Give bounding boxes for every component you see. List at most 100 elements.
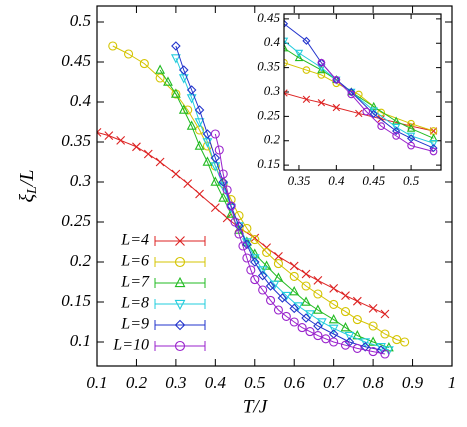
- marker: [284, 43, 289, 52]
- marker: [305, 310, 315, 320]
- legend-label: L=10: [112, 337, 149, 354]
- y-tick-label: 0.25: [61, 211, 91, 230]
- marker: [355, 109, 363, 118]
- marker: [218, 169, 228, 179]
- marker: [360, 338, 371, 348]
- marker: [391, 123, 401, 132]
- marker: [230, 217, 240, 227]
- marker: [234, 229, 244, 239]
- marker: [195, 189, 204, 199]
- marker: [289, 303, 299, 314]
- marker: [407, 119, 415, 128]
- marker: [262, 243, 271, 252]
- y-tick-label: 0.1: [70, 331, 91, 350]
- marker: [174, 340, 186, 352]
- marker: [124, 49, 134, 59]
- x-tick-label: 0.2: [126, 373, 148, 392]
- y-tick-label: 0.3: [264, 83, 281, 98]
- marker: [352, 315, 362, 325]
- marker: [226, 201, 236, 211]
- legend: L=4 L=6 L=7 L=8 L=9 L=10: [112, 232, 206, 354]
- marker: [210, 176, 221, 186]
- marker: [289, 317, 299, 327]
- marker: [368, 321, 378, 331]
- marker: [329, 299, 339, 309]
- y-tick-label: 0.15: [257, 156, 280, 171]
- marker: [281, 311, 291, 321]
- marker: [301, 269, 311, 279]
- marker: [242, 253, 252, 263]
- marker: [289, 286, 300, 296]
- marker: [380, 349, 390, 359]
- marker: [202, 138, 213, 148]
- marker: [344, 331, 355, 342]
- series-line: [284, 23, 434, 149]
- marker: [218, 192, 229, 202]
- x-tick-label: 0.6: [284, 373, 306, 392]
- marker: [116, 136, 126, 145]
- marker: [328, 324, 339, 334]
- marker: [155, 157, 165, 167]
- marker: [265, 281, 276, 291]
- marker: [406, 123, 416, 132]
- plot-frame: [284, 14, 441, 170]
- x-tick-label: 0.7: [323, 373, 346, 392]
- marker: [178, 74, 189, 84]
- marker: [269, 280, 280, 290]
- marker: [257, 266, 268, 276]
- marker: [301, 281, 311, 291]
- x-tick-label: 0.5: [403, 173, 420, 188]
- marker: [400, 337, 410, 347]
- marker: [391, 116, 401, 125]
- y-tick-label: 0.45: [257, 10, 280, 25]
- marker: [317, 58, 326, 67]
- marker: [284, 37, 289, 46]
- marker: [214, 145, 224, 155]
- marker: [313, 276, 323, 285]
- legend-label: L=7: [120, 274, 150, 291]
- marker: [392, 335, 402, 345]
- x-tick-label: 0.9: [402, 373, 424, 392]
- marker: [218, 177, 228, 187]
- marker: [108, 41, 118, 51]
- marker: [368, 304, 378, 313]
- series-line: [284, 92, 434, 132]
- marker: [341, 291, 350, 300]
- plot-border: [283, 13, 442, 171]
- marker: [186, 85, 197, 95]
- marker: [186, 120, 197, 130]
- marker: [407, 134, 416, 143]
- marker: [297, 323, 307, 333]
- y-label-symbol: ξ: [16, 194, 38, 203]
- y-label-rest: /L: [16, 169, 38, 187]
- x-tick-label: 0.4: [328, 173, 345, 188]
- marker: [313, 289, 323, 299]
- marker: [380, 329, 390, 339]
- marker: [317, 64, 326, 73]
- marker: [186, 94, 197, 104]
- x-tick-label: 0.1: [86, 373, 107, 392]
- marker: [284, 89, 288, 97]
- marker: [289, 271, 299, 281]
- marker: [321, 334, 331, 344]
- x-tick-label: 0.3: [165, 373, 186, 392]
- y-axis-label: ξL/L: [16, 169, 41, 202]
- marker: [360, 342, 370, 352]
- marker: [174, 256, 186, 268]
- marker: [302, 66, 311, 74]
- marker: [352, 343, 362, 353]
- marker: [257, 270, 268, 281]
- inset-plot: 0.35 0.4 0.45 0.5 0.15 0.2 0.25 0.3 0.35 0.4 0.45: [257, 10, 442, 188]
- plot-data: [284, 19, 438, 156]
- marker: [305, 327, 315, 337]
- series-line: [214, 133, 386, 355]
- marker: [273, 259, 283, 269]
- legend-label: L=9: [120, 316, 149, 333]
- marker: [301, 296, 311, 306]
- marker: [222, 185, 232, 195]
- marker: [222, 213, 232, 223]
- marker: [250, 257, 260, 267]
- marker: [317, 99, 326, 107]
- marker: [294, 49, 304, 58]
